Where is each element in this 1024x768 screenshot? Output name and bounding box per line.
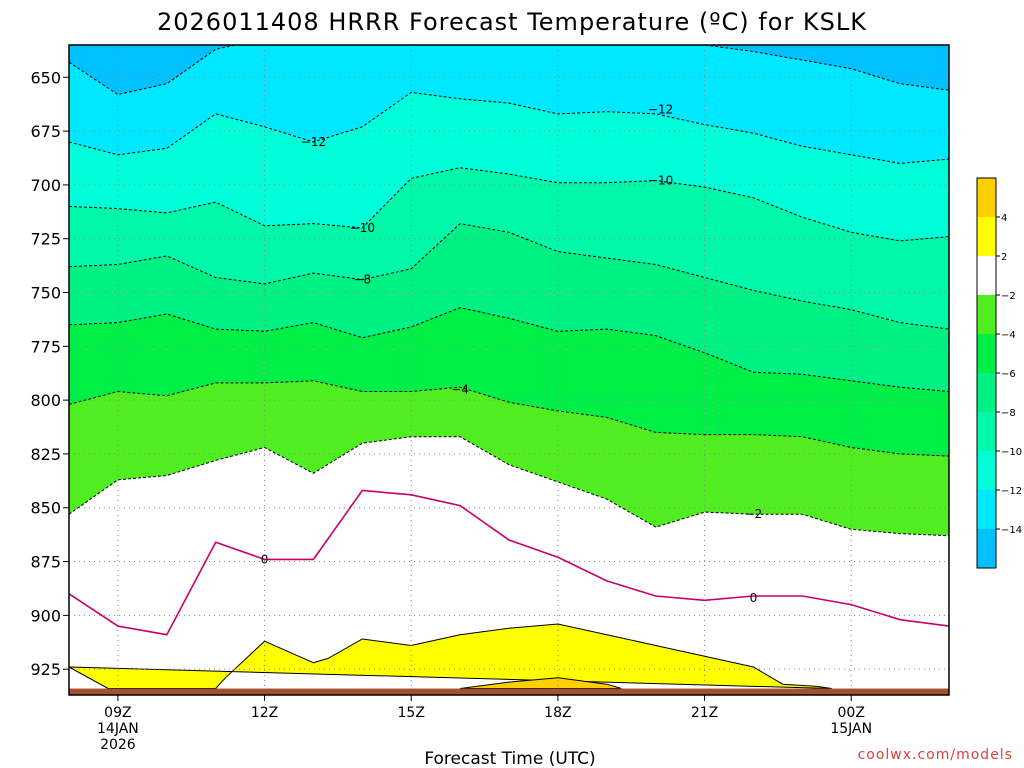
credit-text: coolwx.com/models <box>858 747 1013 763</box>
y-tick-label: 850 <box>30 499 61 518</box>
fill-band-above-zero <box>69 490 949 695</box>
contour-labels: −12 −12 −10 −10 −8 −4 −2 0 0 <box>261 103 763 606</box>
colorbar-tick-label: −10 <box>1001 447 1022 458</box>
fill-band--14 <box>69 45 949 164</box>
isotherm-line <box>69 436 949 537</box>
colorbar-tick-label: −12 <box>1001 486 1022 497</box>
plot-frame <box>68 44 950 696</box>
contour-label: 0 <box>750 591 758 605</box>
fill-band--6 <box>69 307 949 457</box>
isotherm-line <box>69 380 949 457</box>
contour-label: 0 <box>261 552 269 566</box>
colorbar-swatch <box>977 178 996 217</box>
y-tick-label: 900 <box>30 606 61 625</box>
fill-band--8 <box>69 223 949 392</box>
x-tick-label: 00Z <box>838 705 865 721</box>
y-tick-label: 725 <box>30 230 61 249</box>
fill-band--12 <box>69 92 949 241</box>
colorbar-tick-label: 2 <box>1001 252 1007 263</box>
colorbar-tick-label: −2 <box>1001 291 1016 302</box>
y-axis: 650 675 700 725 750 775 800 825 850 875 900 925 <box>30 68 69 679</box>
colorbar-swatch <box>977 451 996 490</box>
contour-label: −10 <box>648 174 673 188</box>
y-tick-label: 675 <box>30 122 61 141</box>
isotherm-line <box>69 489 949 636</box>
x-tick-label: 14JAN <box>97 721 139 737</box>
x-axis-label: Forecast Time (UTC) <box>424 749 595 768</box>
fill-band-top <box>69 45 949 95</box>
chart-title: 2026011408 HRRR Forecast Temperature (ºC… <box>157 8 867 36</box>
fill-band--10 <box>69 167 949 330</box>
x-tick-label: 15Z <box>398 705 425 721</box>
colorbar-swatch <box>977 217 996 256</box>
ground-surface <box>69 688 949 695</box>
y-tick-label: 775 <box>30 337 61 356</box>
colorbar-tick-label: −14 <box>1001 525 1022 536</box>
contour-label: −12 <box>301 135 326 149</box>
y-tick-label: 800 <box>30 391 61 410</box>
colorbar-swatch <box>977 412 996 451</box>
temperature-fills <box>69 45 949 695</box>
warm-region-2c <box>69 623 832 689</box>
fill-band--2 <box>69 436 949 635</box>
isotherm-line <box>69 91 949 164</box>
x-tick-label: 21Z <box>691 705 718 721</box>
x-tick-label: 09Z <box>104 705 131 721</box>
y-tick-label: 925 <box>30 660 61 679</box>
isotherm-lines <box>69 45 949 636</box>
colorbar-tick-label: −4 <box>1001 330 1016 341</box>
x-tick-label: 2026 <box>100 737 136 753</box>
y-tick-label: 750 <box>30 284 61 303</box>
y-tick-label: 650 <box>30 68 61 87</box>
isotherm-line <box>69 223 949 330</box>
y-tick-label: 875 <box>30 553 61 572</box>
colorbar-legend: 4 2 −2 −4 −6 −8 −10 −12 −14 <box>976 177 1022 569</box>
colorbar-swatch <box>977 490 996 529</box>
contour-label: −4 <box>451 382 469 396</box>
colorbar-swatch <box>977 529 996 568</box>
contour-label: −10 <box>350 221 375 235</box>
y-tick-label: 700 <box>30 176 61 195</box>
contour-label: −12 <box>648 103 673 117</box>
colorbar-swatch <box>977 373 996 412</box>
x-tick-label: 15JAN <box>830 721 872 737</box>
contour-label: −2 <box>745 507 763 521</box>
grid-lines <box>69 45 949 695</box>
x-tick-label: 12Z <box>251 705 278 721</box>
warm-region-4c <box>460 677 622 689</box>
x-tick-label: 18Z <box>544 705 571 721</box>
fill-band--4 <box>69 380 949 536</box>
contour-label: −8 <box>353 273 371 287</box>
colorbar-tick-label: 4 <box>1001 213 1007 224</box>
colorbar-tick-label: −8 <box>1001 408 1016 419</box>
isotherm-line <box>69 307 949 392</box>
plot-area: −12 −12 −10 −10 −8 −4 −2 0 0 <box>68 44 950 696</box>
colorbar-swatch <box>977 334 996 373</box>
colorbar-swatch <box>977 256 996 295</box>
colorbar-swatch <box>977 295 996 334</box>
colorbar-tick-label: −6 <box>1001 369 1016 380</box>
y-tick-label: 825 <box>30 445 61 464</box>
